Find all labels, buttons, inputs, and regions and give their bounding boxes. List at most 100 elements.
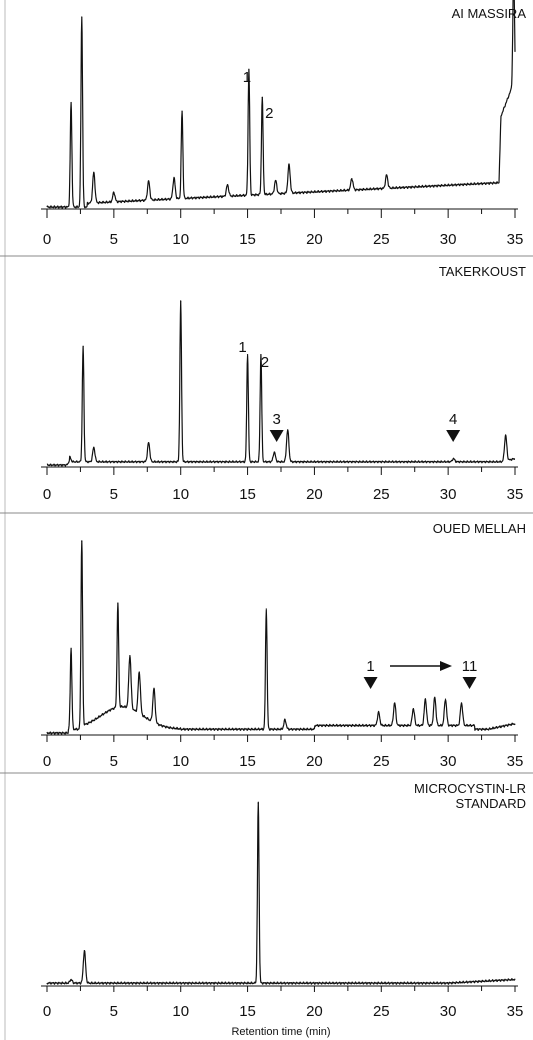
peak-mark-15 [460,702,463,704]
peak-mark-11 [505,434,507,436]
peak-mark-5 [138,671,140,673]
peak-mark-3 [257,802,259,804]
x-tick-label: 25 [373,753,390,770]
peak-annotation-label: 11 [462,658,478,675]
peak-mark-11 [412,707,414,710]
peak-mark-4 [148,442,150,444]
peak-mark-1 [70,978,72,981]
x-tick-label: 0 [43,231,51,248]
peak-mark-8 [226,184,229,186]
x-tick-label: 30 [440,486,457,503]
chromatogram-trace [46,0,516,209]
peak-mark-1 [70,647,72,650]
peak-annotation-label: 4 [449,411,457,428]
peak-mark-8 [284,719,286,721]
x-tick-label: 20 [306,753,323,770]
down-triangle-icon [363,677,378,689]
panel-title: TAKERKOUST [439,264,526,279]
peak-mark-6 [246,354,249,356]
peak-mark-2 [83,950,86,952]
panel-title: OUED MELLAH [433,521,526,536]
peak-mark-4 [129,655,131,657]
x-tick-label: 25 [373,1003,390,1020]
peak-mark-6 [173,177,175,179]
peak-mark-2 [81,16,83,18]
down-triangle-icon [446,430,461,442]
peak-mark-2 [82,346,84,348]
peak-mark-3 [93,171,95,174]
peak-mark-9 [248,69,250,71]
peak-annotation-label: 2 [261,354,269,371]
peak-annotation-label: 1 [243,69,251,86]
peak-mark-12 [288,164,290,166]
chromatogram-trace [46,300,516,467]
x-tick-label: 0 [43,753,51,770]
chromatogram-panel-1: 0 5 10 15 20 25 30 35 AI MASSIRA 1 2 [41,0,526,248]
peak-mark-10 [452,458,455,460]
peak-mark-7 [265,608,267,610]
peak-mark-14 [386,174,388,176]
peak-mark-7 [181,110,183,112]
peak-mark-13 [434,696,436,698]
x-tick-label: 15 [239,486,256,503]
panel-title: AI MASSIRA [452,6,527,21]
peak-mark-10 [394,702,396,704]
peak-mark-9 [287,429,289,431]
x-tick-label: 30 [440,1003,457,1020]
peak-mark-6 [153,687,155,690]
chromatogram-trace [46,801,516,985]
x-tick-label: 25 [373,486,390,503]
peak-mark-8 [273,451,275,453]
x-tick-label: 10 [172,486,189,503]
peak-mark-10 [261,96,263,99]
x-tick-label: 15 [239,231,256,248]
peak-mark-1 [70,101,72,104]
chromatogram-trace [46,540,516,735]
panel-title-line: MICROCYSTIN-LR [414,781,526,796]
x-tick-label: 20 [306,486,323,503]
x-axis-label: Retention time (min) [231,1026,330,1038]
chromatogram-panel-2: 0 5 10 15 20 25 30 35 TAKERKOUST 12 3 4 [41,264,526,503]
peak-mark-1 [69,456,71,458]
x-tick-label: 10 [172,753,189,770]
x-tick-label: 5 [110,753,118,770]
x-tick-label: 20 [306,231,323,248]
x-tick-label: 5 [110,1003,118,1020]
arrow-right-icon [440,661,452,671]
panel-title-line: STANDARD [455,796,526,811]
down-triangle-icon [462,677,477,689]
down-triangle-icon [269,430,284,442]
peak-mark-5 [148,180,150,182]
peak-annotation-label: 1 [238,339,246,356]
peak-mark-14 [444,698,447,700]
x-tick-label: 25 [373,231,390,248]
x-tick-label: 15 [239,1003,256,1020]
peak-mark-5 [180,301,182,303]
x-tick-label: 35 [507,231,524,248]
peak-annotation-label: 2 [265,105,273,122]
x-tick-label: 15 [239,753,256,770]
x-tick-label: 35 [507,486,524,503]
peak-mark-11 [275,179,277,182]
peak-annotation-label: 1 [366,658,374,675]
x-tick-label: 35 [507,753,524,770]
x-tick-label: 30 [440,753,457,770]
peak-mark-7 [260,354,262,356]
x-tick-label: 20 [306,1003,323,1020]
x-tick-label: 0 [43,486,51,503]
x-tick-label: 30 [440,231,457,248]
peak-mark-4 [113,191,115,193]
x-tick-label: 5 [110,486,118,503]
x-tick-label: 10 [172,231,189,248]
peak-annotation-label: 3 [272,411,280,428]
peak-mark-12 [424,698,427,700]
x-tick-label: 35 [507,1003,524,1020]
peak-mark-2 [81,540,83,542]
x-tick-label: 5 [110,231,118,248]
x-tick-label: 10 [172,1003,189,1020]
peak-mark-3 [93,446,95,448]
peak-mark-3 [117,603,119,605]
